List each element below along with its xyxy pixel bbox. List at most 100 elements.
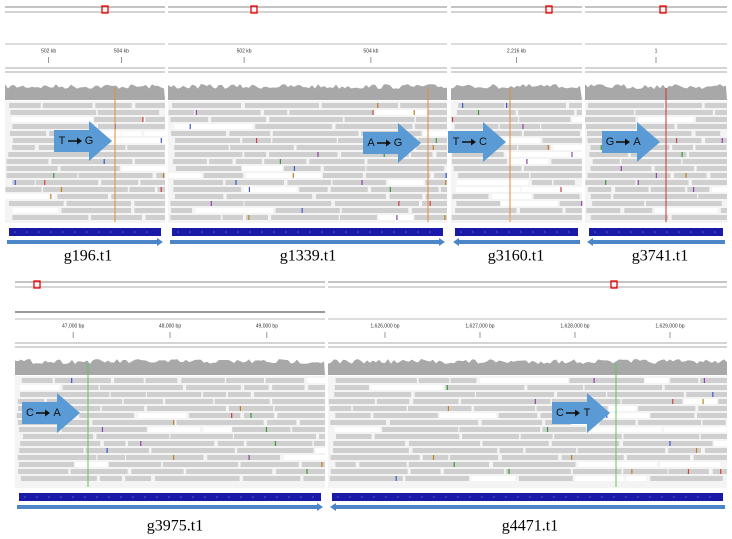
read <box>416 117 447 122</box>
read <box>441 187 447 192</box>
read <box>405 476 469 481</box>
read <box>457 110 516 115</box>
read <box>560 201 582 206</box>
read <box>114 378 144 383</box>
read <box>170 434 232 439</box>
read <box>635 110 712 115</box>
read <box>694 455 727 460</box>
read <box>264 110 287 115</box>
read <box>452 215 510 220</box>
read <box>75 462 107 467</box>
read <box>171 131 226 136</box>
read <box>242 166 282 171</box>
alt-base: A <box>633 136 641 148</box>
read <box>174 152 242 157</box>
mismatch <box>430 201 431 206</box>
read <box>674 173 707 178</box>
read <box>557 392 606 397</box>
mismatch <box>102 427 103 432</box>
read <box>170 201 243 206</box>
read <box>169 110 195 115</box>
mismatch <box>560 187 561 192</box>
read <box>329 399 375 404</box>
read <box>705 138 727 143</box>
read <box>284 166 321 171</box>
strand-arrow <box>17 503 323 511</box>
read <box>21 476 97 481</box>
read <box>332 180 385 185</box>
read <box>695 131 720 136</box>
read <box>480 378 568 383</box>
read <box>186 469 272 474</box>
read <box>335 385 369 390</box>
read <box>204 427 232 432</box>
read <box>229 406 273 411</box>
read <box>455 208 516 213</box>
mismatch <box>231 413 232 418</box>
read <box>189 413 240 418</box>
read <box>646 201 722 206</box>
read <box>181 378 224 383</box>
read <box>638 406 695 411</box>
mismatch <box>688 469 689 474</box>
read <box>569 378 643 383</box>
mismatch <box>44 180 45 185</box>
read <box>530 173 582 178</box>
read <box>492 194 531 199</box>
igv-panel: 502 kb504 kb››››››››››››TGg196.t1 <box>5 6 165 265</box>
read <box>452 194 488 199</box>
igv-panel: 2,216 kb‹‹‹‹‹‹‹‹‹‹TCg3160.t1 <box>448 6 582 265</box>
read <box>122 166 165 171</box>
read <box>57 194 108 199</box>
read <box>12 124 94 129</box>
read <box>289 110 373 115</box>
read <box>104 441 126 446</box>
read <box>588 187 611 192</box>
mismatch <box>436 138 437 143</box>
read <box>705 103 727 108</box>
read <box>174 180 223 185</box>
mismatch <box>722 138 723 143</box>
read <box>195 208 272 213</box>
read <box>461 399 550 404</box>
igv-panel: 47,000 bp48,000 bp49,000 bp›››››››››››››… <box>15 281 325 535</box>
read <box>419 378 450 383</box>
read <box>140 180 165 185</box>
mismatch <box>163 173 164 178</box>
read <box>144 131 165 136</box>
mismatch <box>390 187 391 192</box>
read <box>519 117 570 122</box>
read <box>718 399 727 404</box>
read <box>451 117 518 122</box>
read <box>129 187 154 192</box>
read <box>510 159 548 164</box>
mismatch <box>447 385 448 390</box>
read <box>314 441 325 446</box>
read <box>637 180 688 185</box>
read <box>226 378 264 383</box>
mismatch <box>508 469 509 474</box>
mismatch <box>256 138 257 143</box>
read <box>451 378 477 383</box>
read <box>375 434 459 439</box>
gene-label: g196.t1 <box>64 248 112 265</box>
read <box>330 406 352 411</box>
read <box>196 110 261 115</box>
read <box>586 124 636 129</box>
mismatch <box>547 427 548 432</box>
read <box>587 173 670 178</box>
coverage-track <box>585 84 727 100</box>
read <box>145 378 177 383</box>
mismatch <box>548 145 549 150</box>
read <box>521 187 582 192</box>
read <box>638 420 701 425</box>
read <box>19 448 83 453</box>
read <box>665 103 702 108</box>
read <box>335 427 381 432</box>
mismatch <box>581 201 582 206</box>
read <box>145 117 165 122</box>
mismatch <box>321 462 322 467</box>
read <box>684 399 717 404</box>
read <box>458 173 529 178</box>
read <box>423 131 447 136</box>
